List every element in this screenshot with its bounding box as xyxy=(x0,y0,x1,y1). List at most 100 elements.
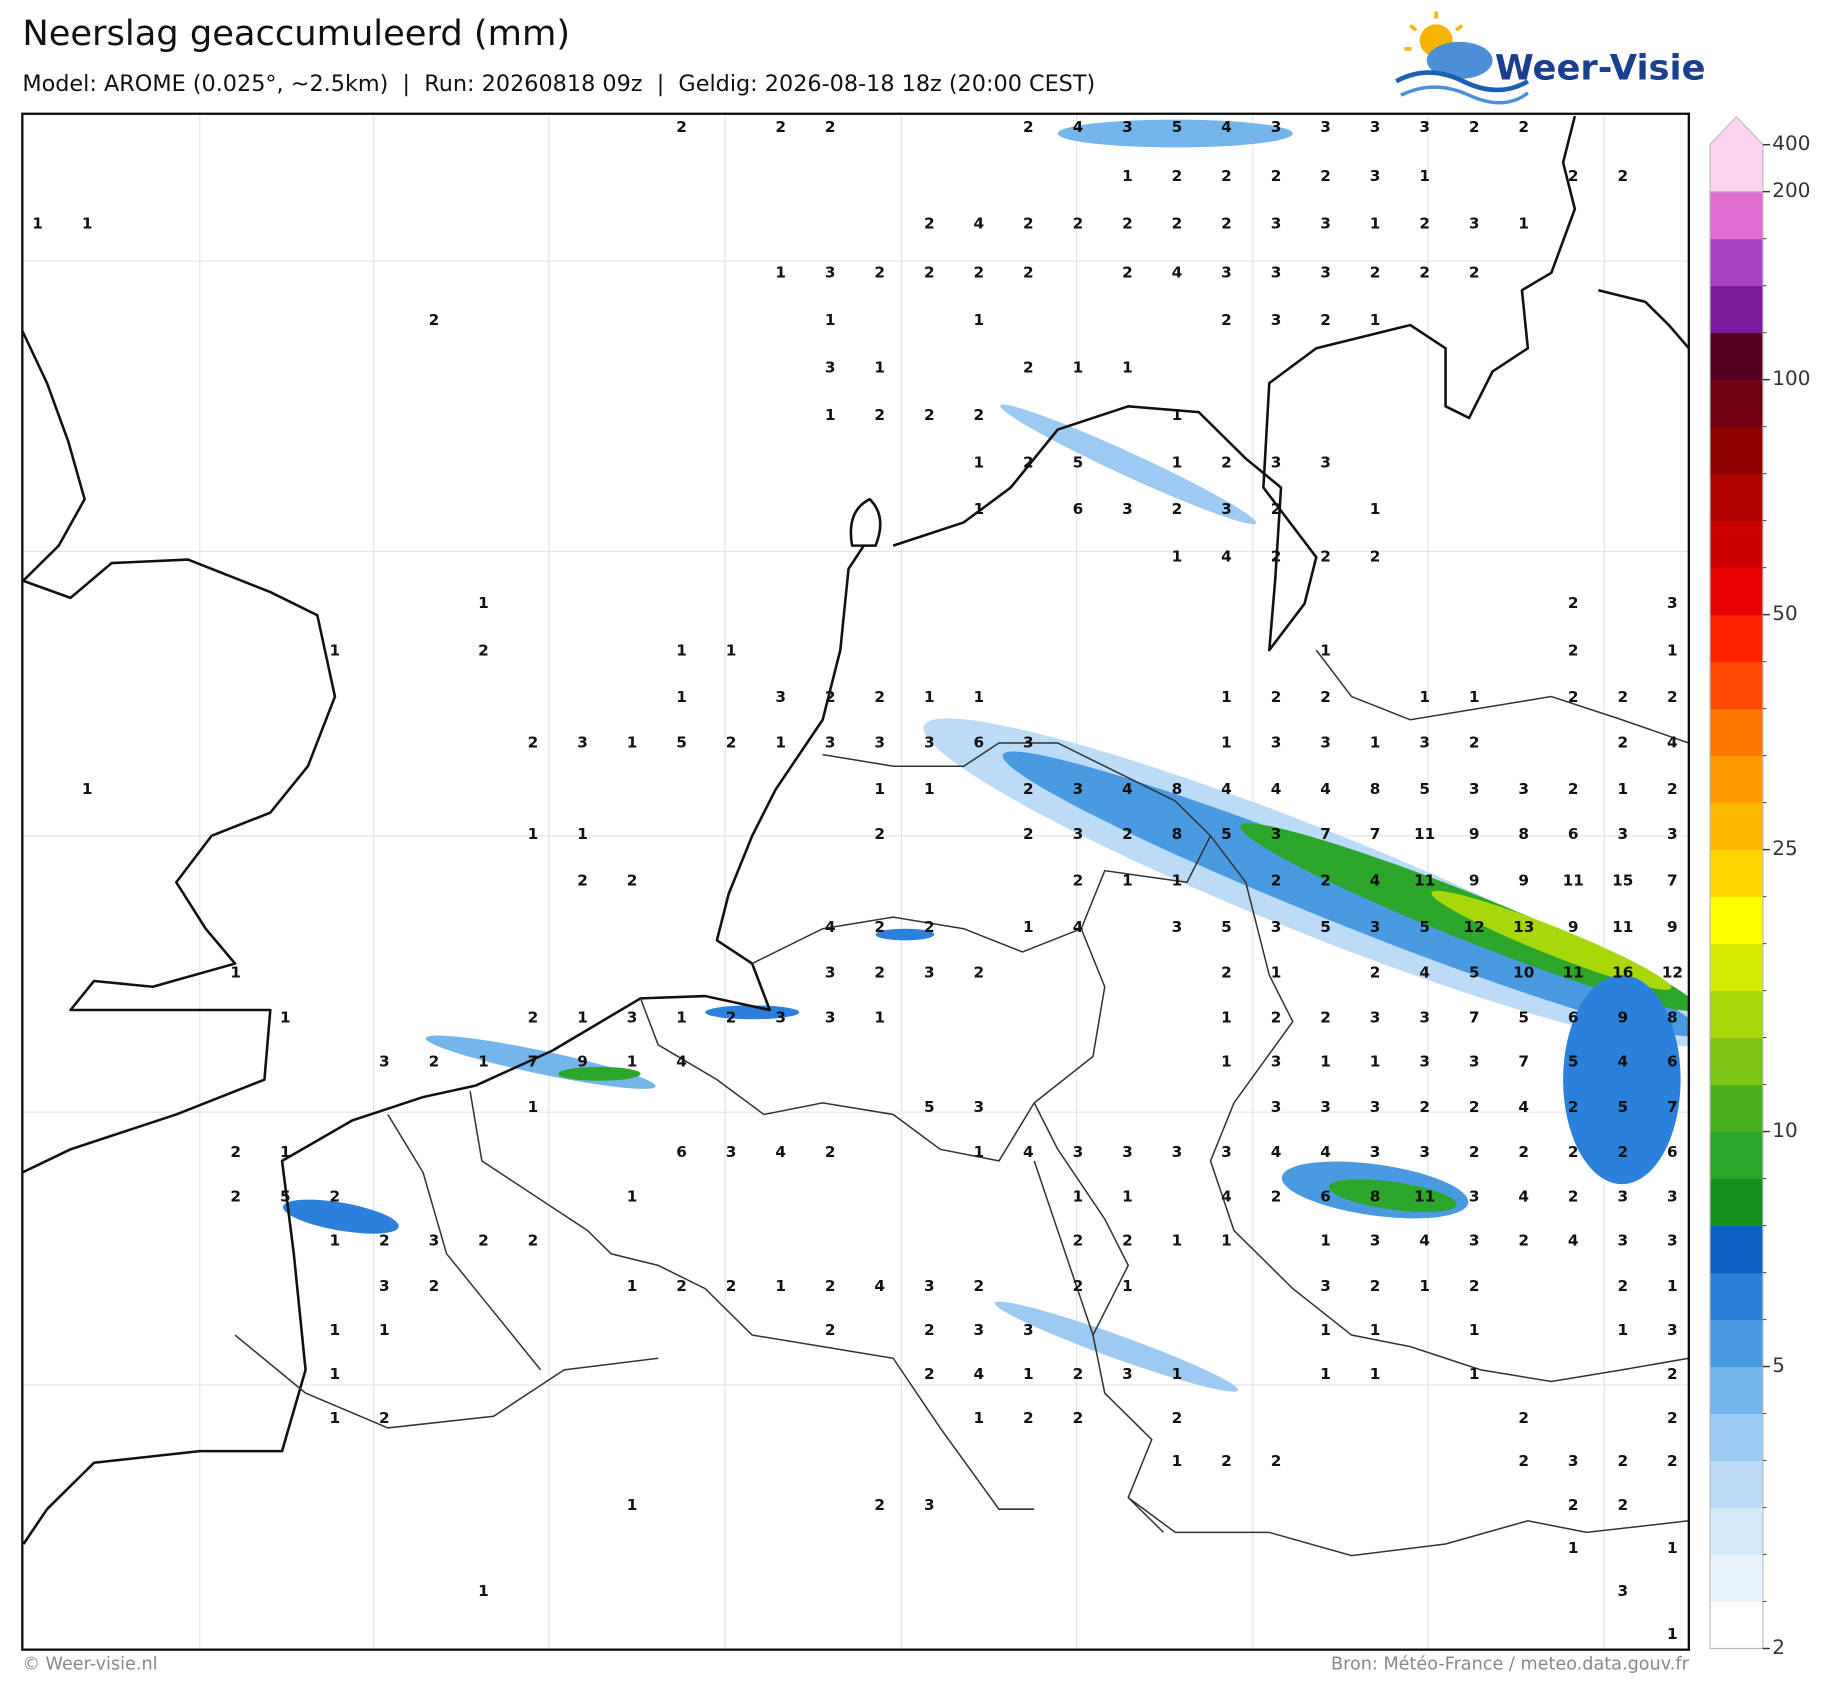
precip-value: 2 xyxy=(1469,734,1480,752)
precip-value: 1 xyxy=(1221,688,1232,706)
colorbar-band xyxy=(1710,614,1763,663)
precip-value: 5 xyxy=(1221,825,1232,843)
precip-value: 1 xyxy=(577,825,588,843)
coastline xyxy=(22,115,1689,1545)
precip-value: 3 xyxy=(1370,1009,1381,1027)
precip-value: 3 xyxy=(1320,1098,1331,1116)
precip-value: 4 xyxy=(1221,118,1232,136)
precip-value: 3 xyxy=(924,734,935,752)
precip-value: 3 xyxy=(1172,1143,1183,1161)
precip-value: 1 xyxy=(973,311,984,329)
precip-value: 2 xyxy=(1023,1409,1034,1427)
precipitation-field xyxy=(282,119,1689,1392)
precip-value: 1 xyxy=(973,500,984,518)
precip-value: 3 xyxy=(1419,118,1430,136)
precip-value: 11 xyxy=(1414,872,1435,890)
precip-value: 3 xyxy=(1667,1187,1678,1205)
colorbar-band xyxy=(1710,191,1763,240)
precip-value: 3 xyxy=(1667,825,1678,843)
precip-value: 2 xyxy=(1073,1277,1084,1295)
precip-value: 11 xyxy=(1612,918,1633,936)
precip-value: 3 xyxy=(1617,825,1628,843)
precip-value: 3 xyxy=(924,1496,935,1514)
precip-value: 2 xyxy=(1617,688,1628,706)
precip-value: 1 xyxy=(1667,1277,1678,1295)
precip-value: 5 xyxy=(676,734,687,752)
precip-value: 1 xyxy=(1419,1277,1430,1295)
precip-value: 1 xyxy=(627,1187,638,1205)
colorbar-frame xyxy=(1709,191,1764,1650)
precip-value: 9 xyxy=(1469,872,1480,890)
colorbar-tick-label: 25 xyxy=(1772,837,1797,860)
precip-value: 2 xyxy=(1667,1409,1678,1427)
precip-value: 11 xyxy=(1563,963,1584,981)
precip-value: 2 xyxy=(1617,1143,1628,1161)
precip-value: 4 xyxy=(825,918,836,936)
precip-value: 1 xyxy=(32,215,43,233)
footer-source: Bron: Météo-France / meteo.data.gouv.fr xyxy=(1331,1655,1690,1675)
colorbar-tick-label: 10 xyxy=(1772,1119,1797,1142)
logo-rays xyxy=(1404,11,1464,51)
precip-value: 2 xyxy=(1667,1365,1678,1383)
precip-value: 2 xyxy=(1172,1409,1183,1427)
precip-value: 2 xyxy=(1518,1143,1529,1161)
precip-value: 4 xyxy=(1320,1143,1331,1161)
precip-value: 2 xyxy=(924,918,935,936)
precip-value: 2 xyxy=(1320,548,1331,566)
precip-value: 3 xyxy=(1617,1187,1628,1205)
colorbar-band xyxy=(1710,567,1763,616)
precip-value: 1 xyxy=(1370,1321,1381,1339)
precip-value: 1 xyxy=(1122,1277,1133,1295)
colorbar-band xyxy=(1710,1037,1763,1086)
precip-value: 3 xyxy=(1122,500,1133,518)
precip-value: 9 xyxy=(1667,918,1678,936)
precip-value: 9 xyxy=(1469,825,1480,843)
precip-value: 12 xyxy=(1464,918,1485,936)
precip-value: 6 xyxy=(1568,1009,1579,1027)
colorbar-band xyxy=(1710,1460,1763,1509)
precip-value: 2 xyxy=(1271,548,1282,566)
borders xyxy=(234,649,1689,1557)
precip-value: 8 xyxy=(1370,1187,1381,1205)
precip-value: 2 xyxy=(1617,734,1628,752)
precip-value: 2 xyxy=(1122,263,1133,281)
colorbar-band xyxy=(1710,1272,1763,1321)
precip-value: 2 xyxy=(1370,1277,1381,1295)
precip-value: 2 xyxy=(1221,454,1232,472)
colorbar-tick-label: 5 xyxy=(1772,1354,1785,1377)
precip-value: 2 xyxy=(874,688,885,706)
precip-value: 3 xyxy=(1469,1187,1480,1205)
precip-value: 2 xyxy=(577,872,588,890)
precip-value: 6 xyxy=(1320,1187,1331,1205)
precip-value: 2 xyxy=(1221,167,1232,185)
precip-value: 3 xyxy=(775,688,786,706)
precip-value: 8 xyxy=(1518,825,1529,843)
precip-value: 3 xyxy=(1617,1232,1628,1250)
precip-value: 4 xyxy=(874,1277,885,1295)
precip-value: 3 xyxy=(1320,118,1331,136)
precip-value: 3 xyxy=(775,1009,786,1027)
precip-value: 2 xyxy=(1419,263,1430,281)
precip-value: 1 xyxy=(973,688,984,706)
precip-value: 2 xyxy=(874,918,885,936)
precip-value: 8 xyxy=(1667,1009,1678,1027)
precip-value: 2 xyxy=(1518,118,1529,136)
precip-value: 9 xyxy=(1568,918,1579,936)
precip-value: 1 xyxy=(1172,1365,1183,1383)
precip-value: 4 xyxy=(1518,1098,1529,1116)
precip-value: 1 xyxy=(924,688,935,706)
precip-value: 2 xyxy=(874,825,885,843)
colorbar-band xyxy=(1710,332,1763,381)
precip-value: 2 xyxy=(726,734,737,752)
precip-value: 7 xyxy=(1518,1053,1529,1071)
precip-value: 3 xyxy=(1370,1232,1381,1250)
precip-value: 2 xyxy=(1023,454,1034,472)
precip-value: 1 xyxy=(230,963,241,981)
precip-value: 8 xyxy=(1370,780,1381,798)
logo-wave xyxy=(1400,85,1529,105)
precip-value: 3 xyxy=(1419,1143,1430,1161)
precip-value: 1 xyxy=(825,311,836,329)
precip-value: 3 xyxy=(1271,118,1282,136)
precip-value: 1 xyxy=(1023,1365,1034,1383)
precip-value: 2 xyxy=(924,263,935,281)
